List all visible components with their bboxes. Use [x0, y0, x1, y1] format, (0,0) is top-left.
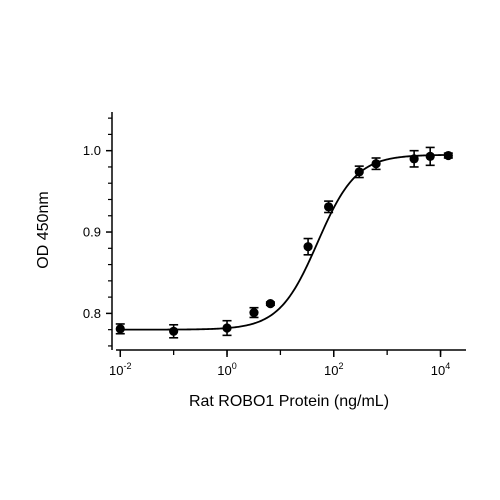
x-tick-label: 102: [324, 361, 343, 378]
data-point: [222, 319, 232, 337]
point-marker: [409, 154, 419, 164]
point-marker: [249, 307, 259, 318]
data-points-layer: [115, 146, 453, 339]
x-axis-title: Rat ROBO1 Protein (ng/mL): [189, 393, 389, 410]
y-tick-label: 0.9: [83, 225, 101, 240]
point-marker: [371, 159, 381, 169]
point-marker: [324, 202, 334, 212]
point-marker: [265, 299, 276, 309]
data-point: [371, 157, 381, 171]
data-point: [409, 149, 419, 168]
x-ticks: 10-2 100 102 104: [109, 350, 450, 378]
y-axis-title: OD 450nm: [35, 191, 52, 268]
point-marker: [169, 326, 179, 336]
x-tick-label: 104: [431, 361, 450, 378]
data-point: [249, 306, 259, 319]
data-point: [115, 323, 125, 335]
point-marker: [354, 167, 364, 177]
data-point: [324, 200, 334, 214]
data-point: [425, 146, 435, 167]
x-tick-label: 10-2: [109, 361, 131, 378]
data-point: [354, 165, 364, 179]
point-marker: [303, 242, 313, 252]
y-tick-label: 1.0: [83, 143, 101, 158]
point-marker: [425, 151, 435, 161]
fit-curve-layer: [120, 154, 450, 331]
point-marker: [443, 150, 453, 161]
data-point: [303, 237, 313, 256]
y-ticks: 0.8 0.9 1.0: [83, 117, 112, 347]
y-tick-label: 0.8: [83, 306, 101, 321]
x-tick-label: 100: [217, 361, 236, 378]
axes: [111, 112, 466, 351]
point-marker: [115, 324, 125, 334]
point-marker: [222, 323, 232, 333]
data-point: [169, 323, 179, 339]
fit-curve: [120, 154, 450, 331]
data-point: [265, 299, 276, 309]
data-point: [443, 150, 453, 161]
